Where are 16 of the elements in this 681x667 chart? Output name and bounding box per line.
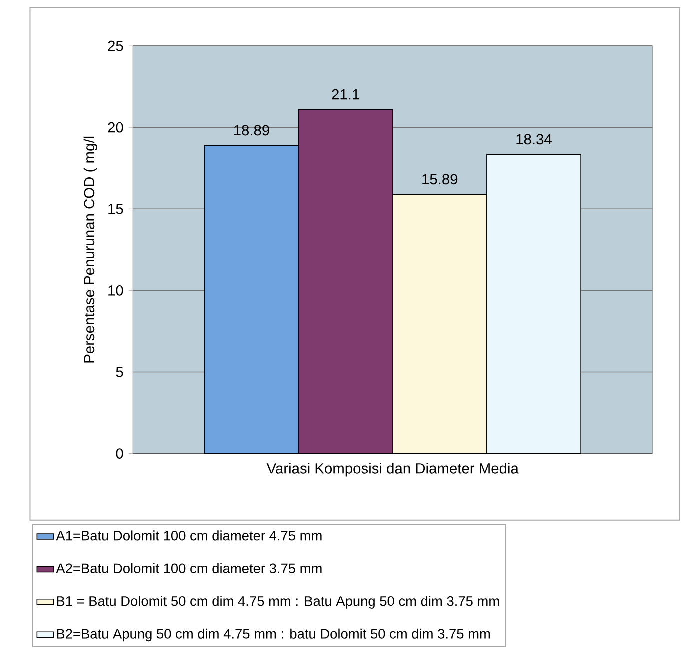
legend-label: B2=Batu Apung 50 cm dim 4.75 mm : batu Dolomit 50 cm dim 3.75 mm — [57, 628, 490, 642]
legend-label: A2=Batu Dolomit 100 cm diameter 3.75 mm — [56, 563, 322, 574]
data-label: 21.1 — [332, 89, 360, 100]
y-axis-title: Persentase Penurunan COD ( mg/l — [84, 136, 98, 362]
data-label: 18.34 — [516, 134, 552, 144]
y-tick-label: 25 — [108, 40, 124, 52]
y-tick-label: 10 — [108, 285, 124, 296]
data-label: 15.89 — [422, 174, 458, 184]
data-label: 18.89 — [234, 125, 270, 136]
y-tick-label: 0 — [116, 448, 124, 459]
y-tick-label: 20 — [108, 122, 124, 133]
y-tick-label: 15 — [108, 204, 124, 214]
y-tick-label: 5 — [116, 366, 124, 378]
legend-label: B1 = Batu Dolomit 50 cm dim 4.75 mm : Batu Apung 50 cm dim 3.75 mm — [57, 596, 500, 609]
legend-label: A1=Batu Dolomit 100 cm diameter 4.75 mm — [56, 530, 322, 541]
x-axis-title: Variasi Komposisi dan Diameter Media — [266, 462, 519, 477]
